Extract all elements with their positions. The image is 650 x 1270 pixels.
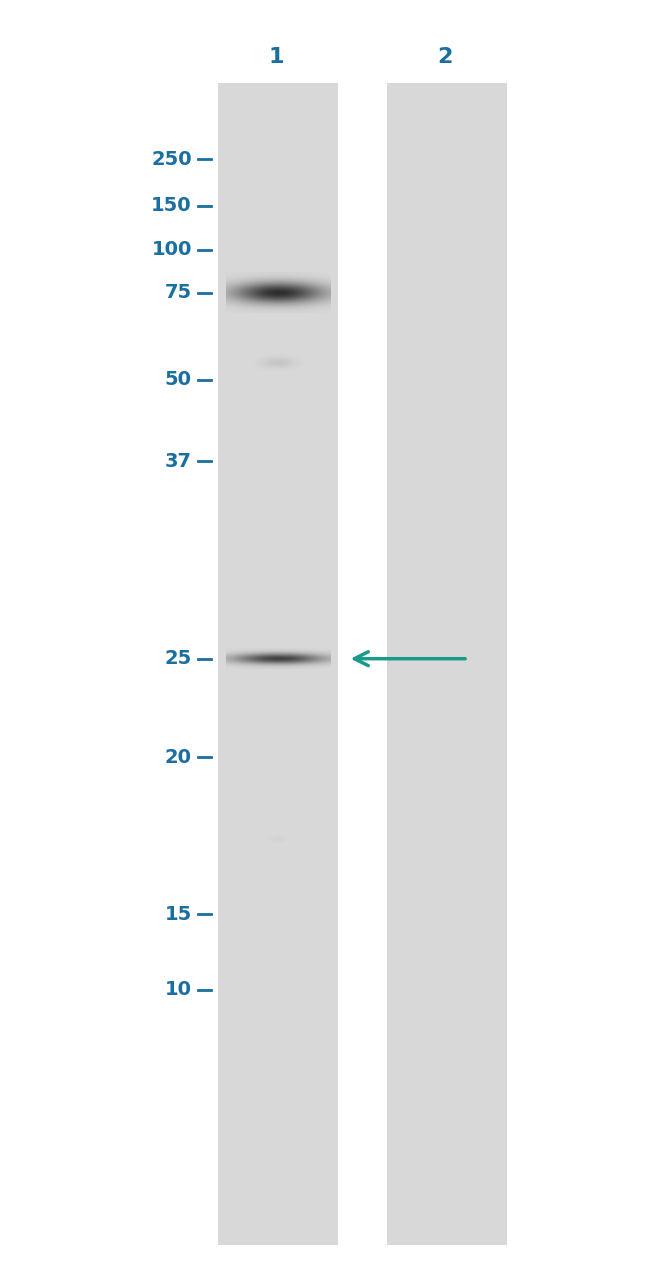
Text: 1: 1 [268, 47, 284, 67]
Text: 10: 10 [164, 980, 192, 999]
FancyBboxPatch shape [218, 83, 338, 1245]
Text: 20: 20 [164, 748, 192, 767]
Text: 50: 50 [164, 371, 192, 390]
Text: 37: 37 [164, 452, 192, 471]
FancyBboxPatch shape [387, 83, 507, 1245]
Text: 25: 25 [164, 649, 192, 668]
Text: 2: 2 [437, 47, 453, 67]
Text: 75: 75 [164, 283, 192, 302]
Text: 100: 100 [151, 240, 192, 259]
Text: 250: 250 [151, 150, 192, 169]
Text: 150: 150 [151, 196, 192, 215]
Text: 15: 15 [164, 904, 192, 923]
